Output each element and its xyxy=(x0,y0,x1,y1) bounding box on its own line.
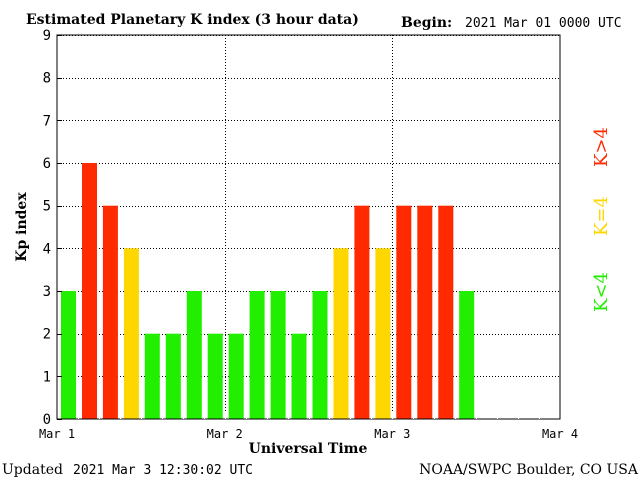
kp-bar xyxy=(291,333,307,419)
legend-equal: K=4 xyxy=(591,196,612,236)
grid xyxy=(57,35,560,419)
y-tick-label: 4 xyxy=(43,241,51,257)
y-tick-label: 3 xyxy=(43,284,51,300)
updated-value: 2021 Mar 3 12:30:02 UTC xyxy=(73,463,253,478)
chart-title: Estimated Planetary K index (3 hour data… xyxy=(26,12,359,28)
kp-bar xyxy=(417,205,433,419)
begin-value: 2021 Mar 01 0000 UTC xyxy=(465,16,622,31)
kp-bar xyxy=(102,205,118,419)
updated-label: Updated xyxy=(2,462,63,478)
y-tick-label: 5 xyxy=(43,199,51,215)
source-credit: NOAA/SWPC Boulder, CO USA xyxy=(419,462,639,478)
y-tick-label: 9 xyxy=(43,28,51,44)
kp-bar xyxy=(459,291,475,419)
x-tick-label: Mar 2 xyxy=(207,427,243,441)
kp-bar xyxy=(249,291,265,419)
y-tick-label: 8 xyxy=(43,71,51,87)
bars xyxy=(61,163,475,419)
y-tick-label: 1 xyxy=(43,369,51,385)
kp-bar xyxy=(165,333,181,419)
kp-bar xyxy=(354,205,370,419)
x-tick-labels: Mar 1 Mar 2 Mar 3 Mar 4 xyxy=(39,427,578,441)
kp-bar xyxy=(228,333,244,419)
kp-bar xyxy=(123,248,139,419)
y-tick-label: 0 xyxy=(43,412,51,428)
kp-bar xyxy=(270,291,286,419)
y-tick-label: 2 xyxy=(43,327,51,343)
x-tick-label: Mar 1 xyxy=(39,427,75,441)
legend-low: K<4 xyxy=(591,272,612,312)
kp-bar xyxy=(61,291,76,419)
y-axis-label: Kp index xyxy=(14,192,30,262)
tick-marks xyxy=(57,35,540,420)
kp-bar xyxy=(438,205,454,419)
plot-frame xyxy=(56,34,561,420)
kp-bar xyxy=(312,291,328,419)
kp-bar xyxy=(186,291,202,419)
kp-bar xyxy=(144,333,160,419)
y-tick-labels: 0 1 2 3 4 5 6 7 8 9 xyxy=(43,28,51,428)
x-axis-label: Universal Time xyxy=(249,441,368,457)
y-tick-label: 6 xyxy=(43,156,51,172)
x-tick-label: Mar 4 xyxy=(542,427,578,441)
legend-high: K>4 xyxy=(591,127,612,167)
kp-bar xyxy=(396,205,412,419)
kp-bar xyxy=(375,248,391,419)
kp-bar xyxy=(333,248,349,419)
y-tick-label: 7 xyxy=(43,113,51,129)
kp-bar xyxy=(82,163,97,419)
begin-label: Begin: xyxy=(401,15,452,31)
kp-bar xyxy=(207,333,223,419)
x-tick-label: Mar 3 xyxy=(374,427,410,441)
